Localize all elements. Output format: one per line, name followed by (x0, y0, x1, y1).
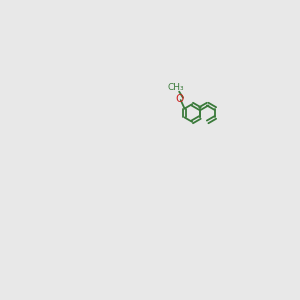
Text: CH₃: CH₃ (168, 83, 184, 92)
Text: O: O (175, 94, 183, 103)
